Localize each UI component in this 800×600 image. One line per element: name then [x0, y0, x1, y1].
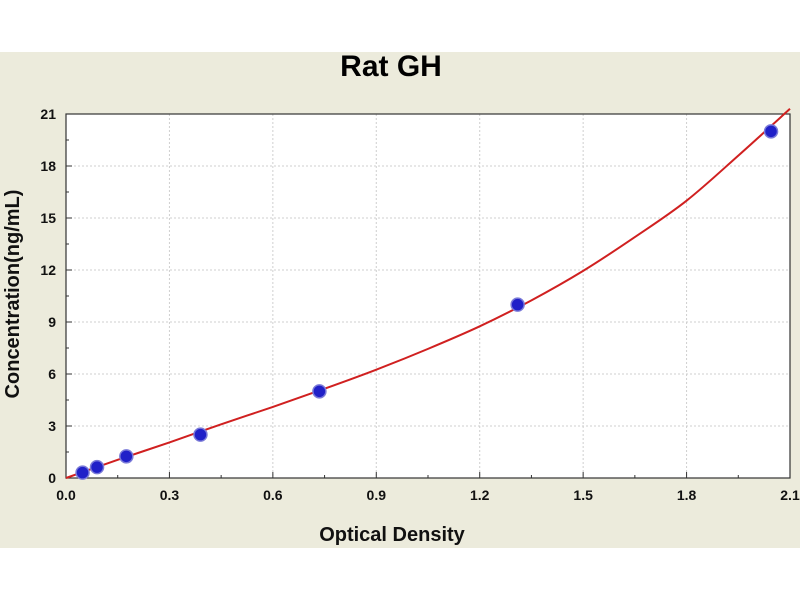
y-tick-label: 21 — [40, 106, 56, 122]
x-axis-ticks: 0.0 0.3 0.6 0.9 1.2 1.5 1.8 2.1 — [56, 472, 800, 503]
data-point — [119, 449, 134, 464]
y-tick-label: 6 — [48, 366, 56, 382]
x-axis-label: Optical Density — [319, 524, 465, 546]
data-point — [312, 384, 327, 399]
chart-figure: 0 3 6 9 12 15 18 21 0.0 0.3 0.6 0.9 1.2 1.5 1.8 2.1 Ra… — [0, 52, 800, 548]
data-point — [75, 465, 90, 480]
x-tick-label: 0.3 — [160, 487, 180, 503]
x-tick-label: 1.5 — [573, 487, 593, 503]
x-tick-label: 0.9 — [367, 487, 387, 503]
y-tick-label: 9 — [48, 314, 56, 330]
x-tick-label: 0.6 — [263, 487, 283, 503]
y-axis-ticks: 0 3 6 9 12 15 18 21 — [40, 106, 72, 486]
x-tick-label: 1.2 — [470, 487, 490, 503]
data-point — [89, 459, 105, 475]
chart-title: Rat GH — [340, 52, 442, 83]
data-point — [763, 124, 779, 139]
x-tick-label: 2.1 — [780, 487, 800, 503]
grid-lines — [66, 114, 790, 478]
standard-curve-chart: 0 3 6 9 12 15 18 21 0.0 0.3 0.6 0.9 1.2 1.5 1.8 2.1 Ra… — [2, 52, 800, 546]
plot-area — [66, 114, 790, 478]
y-tick-label: 0 — [48, 470, 56, 486]
y-tick-label: 12 — [40, 262, 56, 278]
x-tick-label: 0.0 — [56, 487, 76, 503]
x-tick-label: 1.8 — [677, 487, 697, 503]
fit-curve — [65, 108, 791, 479]
y-tick-label: 18 — [40, 158, 56, 174]
y-axis-label: Concentration(ng/mL) — [2, 190, 24, 399]
y-tick-label: 3 — [48, 418, 56, 434]
data-point — [510, 297, 525, 312]
y-tick-label: 15 — [40, 210, 56, 226]
data-point — [193, 427, 208, 442]
data-points — [75, 124, 779, 480]
